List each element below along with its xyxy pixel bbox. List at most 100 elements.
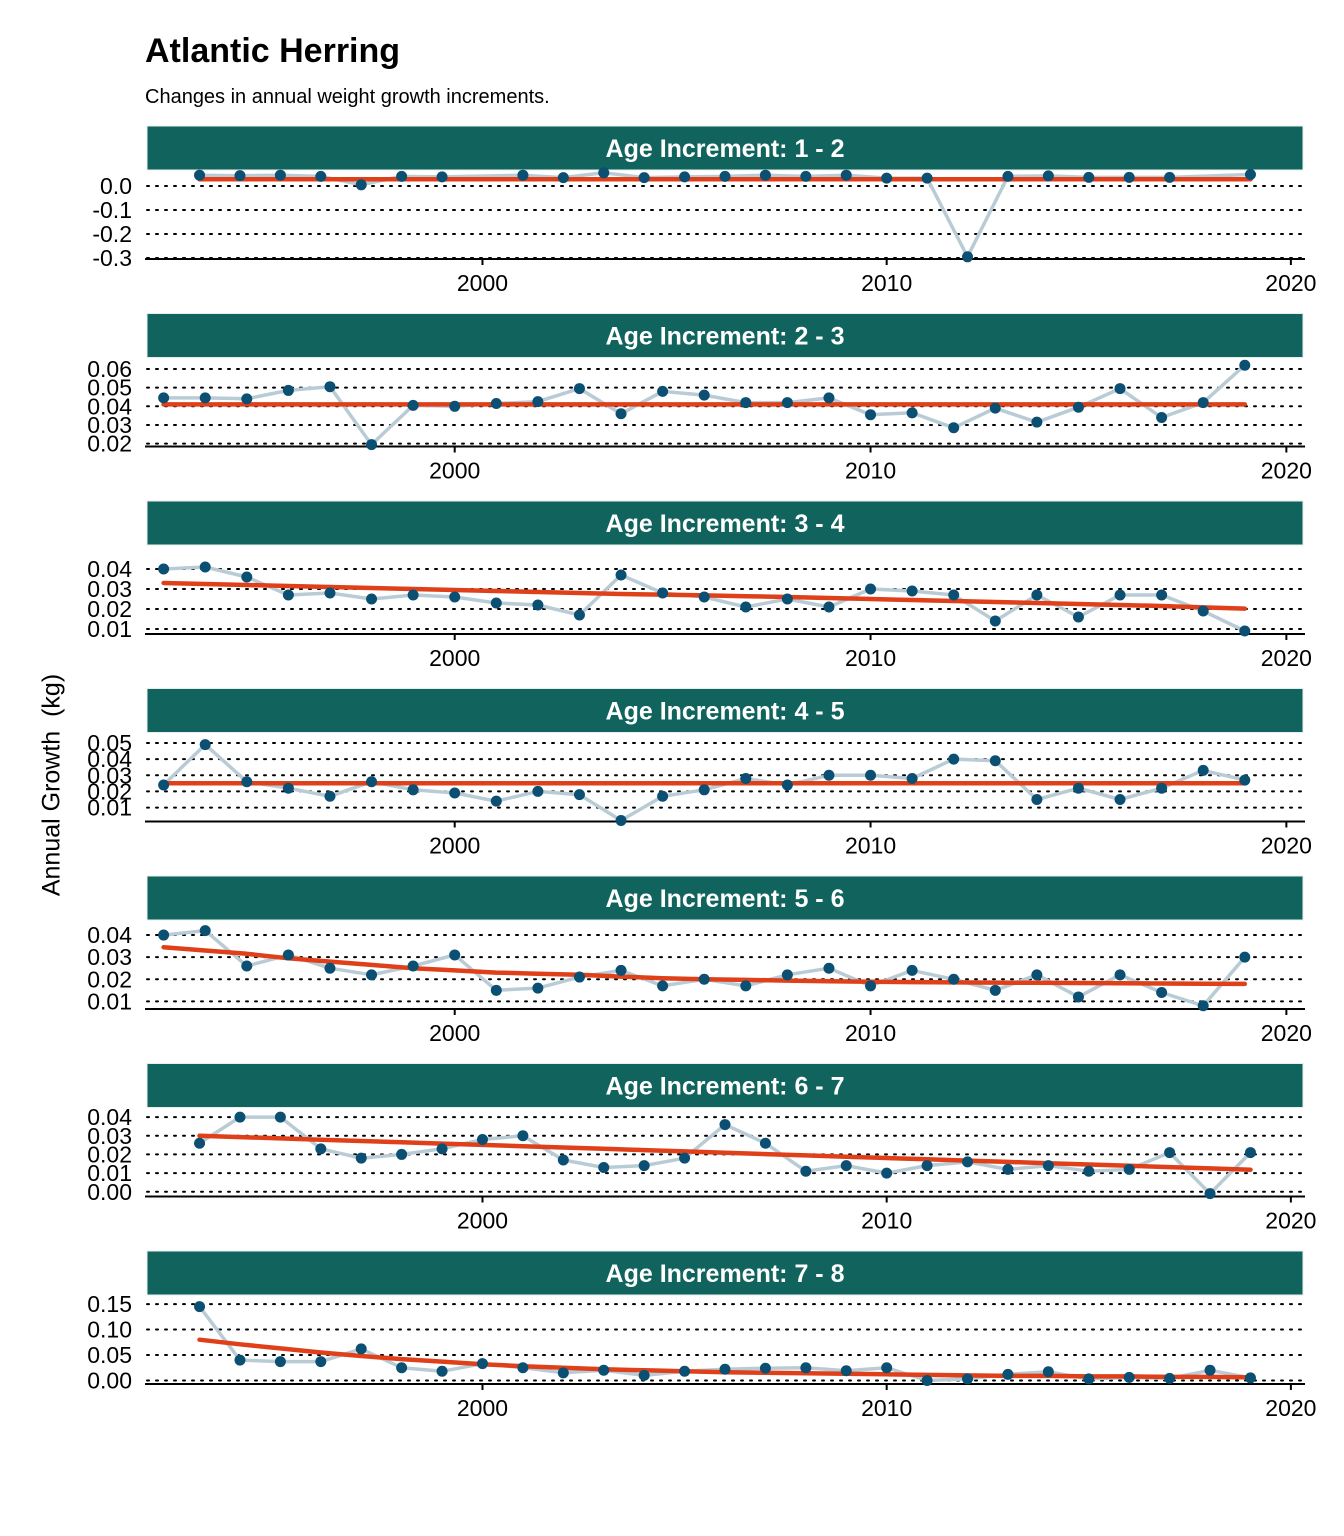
data-point (1239, 359, 1251, 371)
data-point (1002, 1163, 1014, 1175)
data-point (324, 587, 336, 599)
data-point (1114, 383, 1126, 395)
data-point (759, 1137, 771, 1149)
data-point (1072, 991, 1084, 1003)
x-tick-label: 2020 (1261, 833, 1312, 859)
data-point (989, 402, 1001, 414)
data-point (800, 1165, 812, 1177)
data-point (948, 753, 960, 765)
data-point (615, 964, 627, 976)
data-point (315, 170, 327, 182)
data-point (1072, 782, 1084, 794)
data-point (532, 599, 544, 611)
data-point (1197, 764, 1209, 776)
panel-strip-label: Age Increment: 1 - 2 (606, 135, 845, 163)
data-point (1123, 1163, 1135, 1175)
data-point (1156, 589, 1168, 601)
x-tick-label: 2000 (429, 645, 480, 671)
data-point (1083, 1373, 1095, 1385)
panel-strip (146, 875, 1304, 921)
y-tick-label: 0.15 (87, 1291, 132, 1317)
y-tick-label: 0.01 (87, 1160, 132, 1186)
data-point (698, 784, 710, 796)
data-point (158, 779, 170, 791)
data-point (396, 1148, 408, 1160)
data-point (948, 589, 960, 601)
data-point (1072, 611, 1084, 623)
data-point (476, 1134, 488, 1145)
data-point (800, 170, 812, 182)
data-point (921, 1374, 933, 1386)
panel-3: Age Increment: 3 - 4 0.040.030.020.01 2000… (87, 500, 1312, 671)
y-tick-label: 0.05 (87, 1342, 132, 1368)
data-point (490, 597, 502, 609)
data-point (962, 251, 974, 263)
data-point (315, 1143, 327, 1155)
y-tick-label: 0.01 (87, 616, 132, 642)
data-point (740, 980, 752, 992)
data-point (324, 790, 336, 802)
data-point (1156, 412, 1168, 423)
data-point (366, 776, 378, 788)
data-point (366, 593, 378, 605)
x-tick-label: 2010 (861, 1395, 912, 1421)
data-point (740, 397, 752, 409)
data-point (1031, 794, 1043, 805)
y-tick-label: 0.0 (100, 173, 132, 199)
data-point (1239, 774, 1251, 786)
x-tick-label: 2020 (1261, 458, 1312, 484)
data-point (657, 980, 669, 992)
data-point (1042, 170, 1054, 182)
data-point (823, 392, 835, 404)
y-tick-label: -0.3 (92, 245, 132, 271)
data-point (948, 422, 960, 434)
x-tick-label: 2000 (457, 270, 508, 296)
data-point (906, 585, 918, 597)
data-point (1164, 1372, 1176, 1384)
data-point (490, 984, 502, 996)
data-point (194, 169, 206, 181)
data-point (557, 1154, 569, 1166)
data-point (241, 571, 253, 583)
data-point (234, 1354, 246, 1366)
data-point (615, 815, 627, 826)
panel-strip-label: Age Increment: 6 - 7 (606, 1073, 845, 1101)
x-tick-label: 2000 (429, 1020, 480, 1046)
data-point (282, 782, 294, 794)
data-point (1042, 1160, 1054, 1172)
data-point (881, 172, 893, 184)
x-tick-label: 2000 (457, 1395, 508, 1421)
data-point (759, 169, 771, 181)
data-point (1114, 794, 1126, 805)
panel-4: Age Increment: 4 - 5 0.050.040.030.020.01… (87, 688, 1312, 859)
data-point (679, 1365, 691, 1377)
data-point (840, 1160, 852, 1172)
panel-strip (146, 500, 1304, 546)
y-tick-label: 0.05 (87, 375, 132, 401)
data-point (194, 1137, 206, 1149)
data-point (1239, 951, 1251, 963)
data-point (1083, 171, 1095, 183)
data-point (638, 1160, 650, 1172)
data-point (407, 784, 419, 796)
data-point (407, 960, 419, 972)
data-point (199, 392, 211, 404)
data-point (573, 789, 585, 801)
data-point (1002, 170, 1014, 182)
x-tick-label: 2000 (429, 833, 480, 859)
x-tick-label: 2010 (861, 1208, 912, 1234)
data-point (324, 381, 336, 393)
data-point (679, 1152, 691, 1164)
data-point (449, 787, 461, 799)
data-point (241, 776, 253, 788)
data-point (490, 398, 502, 409)
data-point (449, 400, 461, 412)
y-tick-label: 0.01 (87, 988, 132, 1014)
panel-5: Age Increment: 5 - 6 0.040.030.020.01 2000… (87, 875, 1312, 1046)
data-point (800, 1362, 812, 1374)
panel-strip-label: Age Increment: 5 - 6 (606, 885, 845, 913)
x-tick-label: 2010 (845, 458, 896, 484)
data-point (436, 1365, 448, 1377)
data-point (241, 960, 253, 972)
data-point (865, 769, 877, 781)
